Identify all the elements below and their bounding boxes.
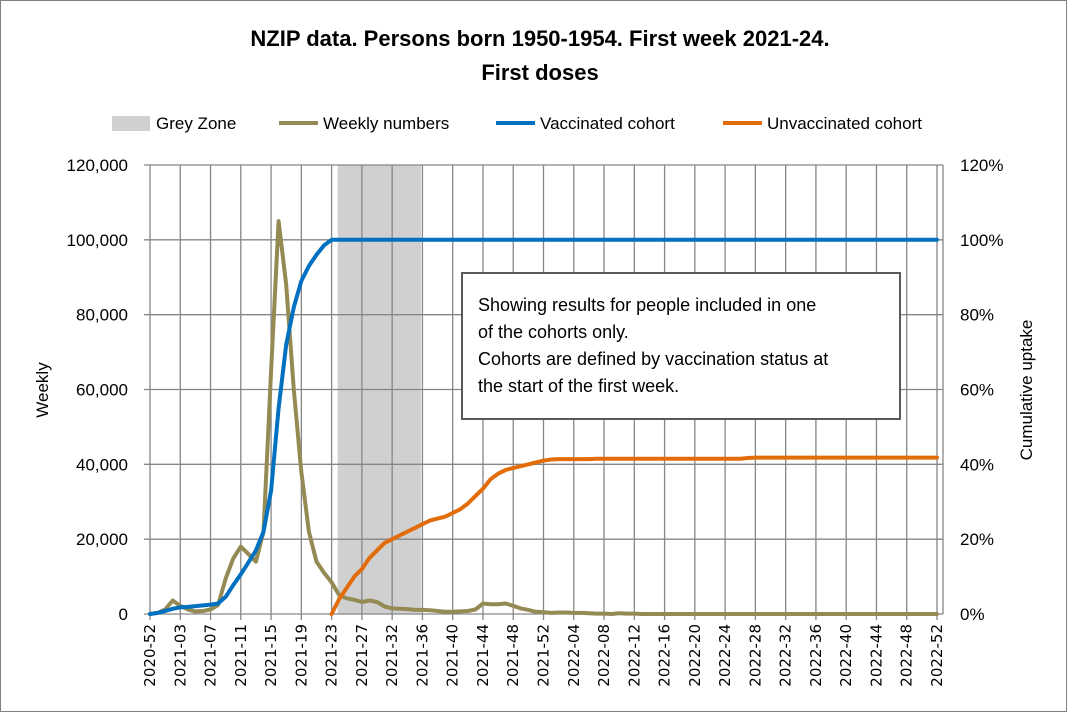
chart-title-line-1: NZIP data. Persons born 1950-1954. First… <box>250 26 829 51</box>
x-tick-label: 2022-12 <box>625 624 643 687</box>
x-tick-label: 2021-32 <box>383 624 401 687</box>
series-line-unvaccinated-cohort <box>329 455 939 616</box>
x-tick-label: 2021-52 <box>535 624 553 687</box>
x-tick-label: 2022-48 <box>898 624 916 687</box>
x-tick-label: 2021-40 <box>444 624 462 687</box>
legend: Grey Zone Weekly numbers Vaccinated coho… <box>112 114 922 133</box>
legend-label-vaccinated: Vaccinated cohort <box>540 114 675 133</box>
y2-tick-label: 120% <box>960 156 1003 175</box>
y-axis-title: Weekly <box>33 362 52 418</box>
y-tick-label: 120,000 <box>67 156 128 175</box>
x-tick-label: 2021-27 <box>353 624 371 687</box>
x-tick-label: 2021-44 <box>474 624 492 687</box>
x-tick-label: 2021-19 <box>292 624 310 687</box>
x-tick-label: 2022-08 <box>595 624 613 687</box>
legend-label-weekly: Weekly numbers <box>323 114 449 133</box>
legend-label-grey-zone: Grey Zone <box>156 114 236 133</box>
annotation-box: Showing results for people included in o… <box>461 272 901 420</box>
x-tick-label: 2022-40 <box>837 624 855 687</box>
x-tick-label: 2021-36 <box>413 624 431 687</box>
x-tick-label: 2022-20 <box>686 624 704 687</box>
y2-tick-label: 40% <box>960 455 994 474</box>
y2-tick-label: 80% <box>960 306 994 325</box>
x-tick-label: 2022-24 <box>716 624 734 687</box>
y2-tick-label: 100% <box>960 231 1003 250</box>
y2-tick-label: 60% <box>960 381 994 400</box>
annotation-line: Cohorts are defined by vaccination statu… <box>478 349 829 369</box>
legend-label-unvaccinated: Unvaccinated cohort <box>767 114 922 133</box>
y2-tick-label: 0% <box>960 605 985 624</box>
y-tick-label: 40,000 <box>76 455 128 474</box>
series-line-vaccinated-cohort <box>148 237 939 616</box>
x-tick-label: 2022-32 <box>777 624 795 687</box>
x-tick-label: 2021-23 <box>323 624 341 687</box>
annotation-line: of the cohorts only. <box>478 322 629 342</box>
x-tick-label: 2021-11 <box>232 624 250 687</box>
x-tick-label: 2022-28 <box>746 624 764 687</box>
y-tick-label: 100,000 <box>67 231 128 250</box>
x-tick-label: 2022-16 <box>656 624 674 687</box>
x-tick-label: 2021-03 <box>171 624 189 687</box>
chart-title-line-2: First doses <box>481 60 598 85</box>
series-line-weekly-numbers <box>148 219 939 616</box>
x-tick-label: 2022-04 <box>565 624 583 687</box>
y2-tick-label: 20% <box>960 530 994 549</box>
annotation-line: the start of the first week. <box>478 376 680 396</box>
x-tick-label: 2022-36 <box>807 624 825 687</box>
y-tick-label: 0 <box>119 605 128 624</box>
y-tick-label: 20,000 <box>76 530 128 549</box>
x-tick-label: 2022-52 <box>928 624 946 687</box>
x-tick-label: 2021-07 <box>202 624 220 687</box>
y2-axis-title: Cumulative uptake <box>1017 320 1036 461</box>
annotation-line: Showing results for people included in o… <box>478 295 817 315</box>
y-tick-label: 60,000 <box>76 381 128 400</box>
legend-swatch-grey-zone <box>112 116 150 131</box>
x-tick-label: 2021-48 <box>504 624 522 687</box>
y-tick-label: 80,000 <box>76 306 128 325</box>
x-tick-label: 2022-44 <box>867 624 885 687</box>
x-tick-label: 2021-15 <box>262 624 280 687</box>
x-tick-label: 2020-52 <box>141 624 159 687</box>
